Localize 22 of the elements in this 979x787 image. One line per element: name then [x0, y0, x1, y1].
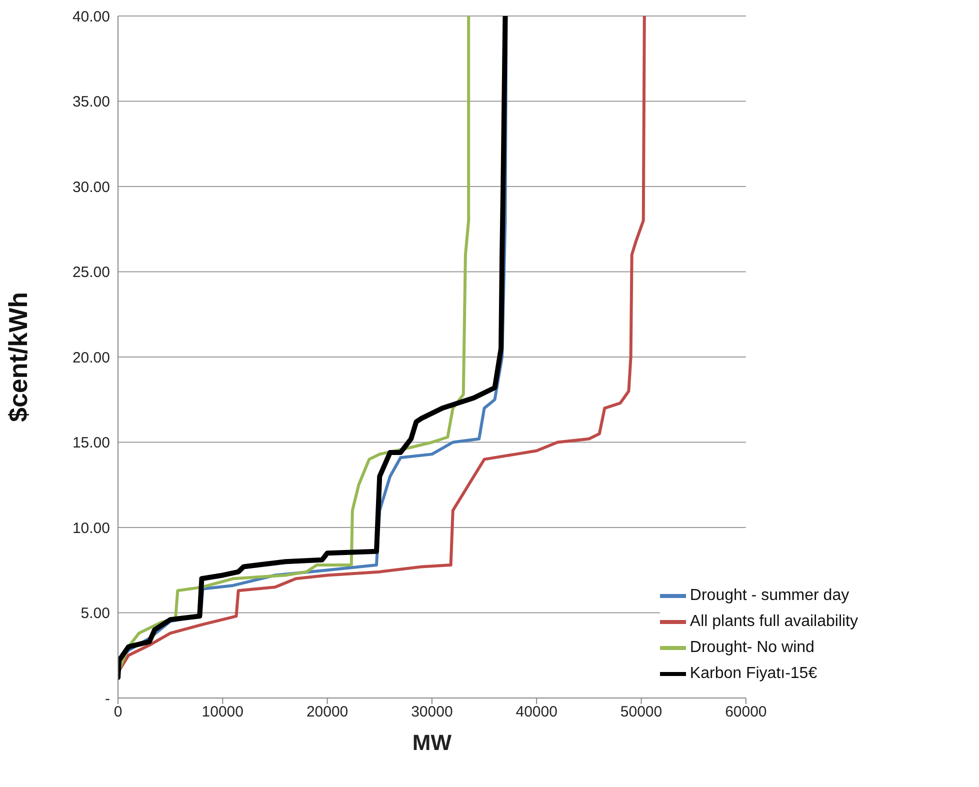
- y-tick-label: 30.00: [72, 178, 110, 196]
- legend-label: Drought- No wind: [690, 639, 814, 657]
- y-tick-label: 5.00: [80, 605, 110, 622]
- y-tick-label: 40.00: [72, 8, 110, 26]
- x-tick-label: 30000: [411, 704, 453, 721]
- x-tick-label: 60000: [725, 704, 767, 721]
- legend-label: Karbon Fiyatı-15€: [690, 665, 818, 683]
- y-tick-label: 15.00: [72, 434, 110, 452]
- y-axis-title: $cent/kWh: [3, 292, 34, 422]
- x-tick-label: 40000: [516, 704, 558, 721]
- y-tick-label: 35.00: [72, 94, 110, 111]
- x-tick-label: 10000: [202, 704, 244, 721]
- y-tick-label: 10.00: [72, 520, 110, 537]
- legend-label: Drought - summer day: [690, 587, 850, 605]
- legend-label: All plants full availability: [690, 613, 858, 631]
- x-axis-title: MW: [412, 730, 452, 755]
- x-tick-label: 20000: [306, 704, 348, 721]
- x-tick-label: 0: [114, 704, 122, 721]
- y-tick-label: 25.00: [72, 264, 110, 282]
- y-tick-label: 20.00: [72, 349, 110, 366]
- y-tick-label: -: [105, 690, 110, 708]
- x-tick-label: 50000: [620, 704, 662, 721]
